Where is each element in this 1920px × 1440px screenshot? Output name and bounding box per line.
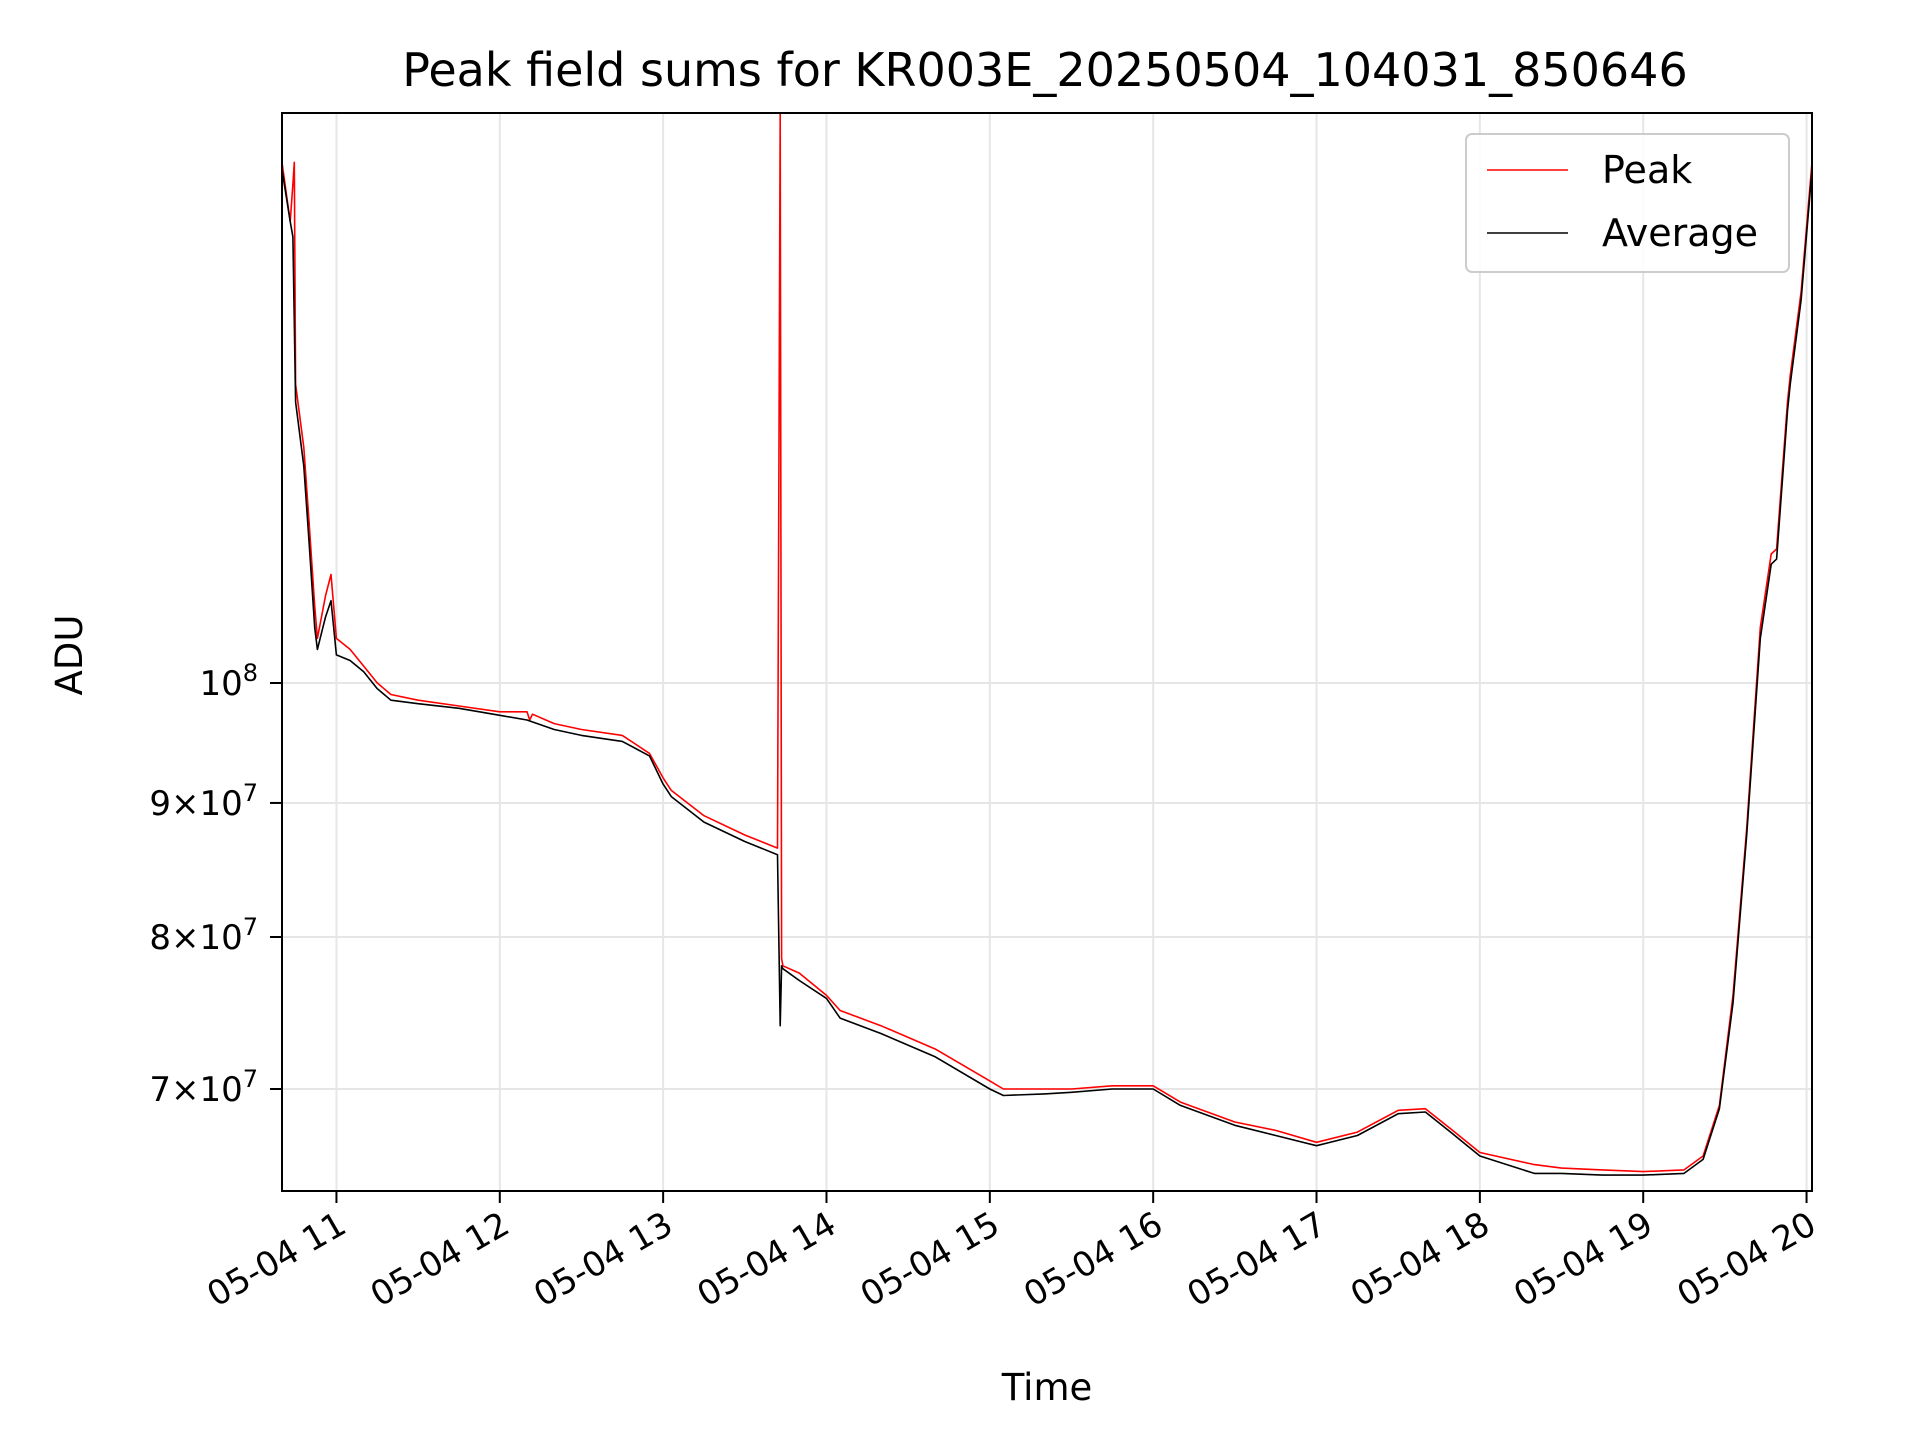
x-tick-label: 05-04 19 — [1507, 1204, 1659, 1315]
x-tick-label: 05-04 15 — [854, 1204, 1006, 1315]
y-axis: 7×107 8×107 9×107 108 — [149, 659, 282, 1110]
x-tick-label: 05-04 12 — [364, 1204, 516, 1315]
y-tick-label: 8×107 — [149, 913, 258, 958]
y-tick-label: 9×107 — [149, 779, 258, 824]
x-tick-label: 05-04 16 — [1017, 1204, 1169, 1315]
series-layer — [282, 113, 1812, 1176]
legend-label-average: Average — [1602, 211, 1758, 255]
x-axis-label: Time — [1001, 1366, 1093, 1409]
legend-box — [1465, 133, 1790, 273]
x-tick-label: 05-04 17 — [1181, 1204, 1333, 1315]
y-tick-label: 7×107 — [149, 1065, 258, 1110]
x-tick-label: 05-04 20 — [1671, 1204, 1823, 1315]
plot-frame — [281, 112, 1813, 1192]
y-tick-label: 108 — [199, 659, 258, 704]
series-line-average — [282, 169, 1812, 1176]
grid-lines — [282, 113, 1812, 1191]
x-tick-label: 05-04 11 — [201, 1204, 353, 1315]
y-axis-label: ADU — [48, 615, 91, 696]
x-tick-label: 05-04 13 — [527, 1204, 679, 1315]
chart-title: Peak field sums for KR003E_20250504_1040… — [402, 43, 1687, 97]
legend: Peak Average — [1465, 133, 1790, 273]
legend-label-peak: Peak — [1602, 148, 1692, 192]
x-tick-label: 05-04 14 — [691, 1204, 843, 1315]
x-tick-label: 05-04 18 — [1344, 1204, 1496, 1315]
x-axis: 05-04 11 05-04 12 05-04 13 05-04 14 05-04 15… — [201, 1191, 1823, 1315]
series-line-peak — [282, 113, 1812, 1173]
